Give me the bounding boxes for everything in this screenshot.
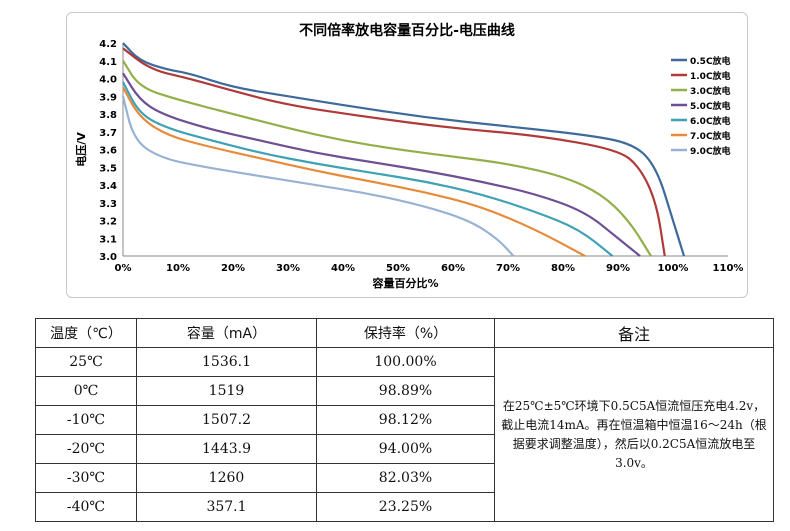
x-tick-label: 90% — [606, 263, 630, 274]
cell-retention: 94.00% — [316, 434, 495, 464]
series-line-5 — [122, 86, 586, 257]
cell-temp: -10℃ — [35, 405, 137, 435]
y-tick-label: 4.2 — [99, 39, 117, 50]
y-tick-label: 3.2 — [99, 217, 117, 228]
legend-label-5: 7.0C放电 — [690, 130, 731, 142]
cell-retention: 98.89% — [316, 376, 495, 406]
legend-label-3: 5.0C放电 — [690, 100, 731, 112]
x-tick-label: 0% — [115, 263, 132, 274]
chart-svg: 不同倍率放电容量百分比-电压曲线 3.0 3.1 3.2 3.3 3.4 3.5 3.6 3.7… — [74, 22, 744, 290]
cell-capacity: 1260 — [136, 463, 317, 493]
cell-capacity: 1519 — [136, 376, 317, 406]
x-tick-label: 40% — [331, 263, 355, 274]
table-row: -20℃ 1443.9 94.00% — [35, 434, 774, 464]
y-tick-label: 4.0 — [99, 75, 117, 86]
cell-retention: 23.25% — [316, 492, 495, 522]
x-tick-label: 60% — [441, 263, 465, 274]
x-tick-label: 50% — [386, 263, 410, 274]
legend-label-4: 6.0C放电 — [690, 115, 731, 127]
cell-capacity: 1507.2 — [136, 405, 317, 435]
x-tick-label: 30% — [276, 263, 300, 274]
x-tick-label: 20% — [221, 263, 245, 274]
cell-retention: 82.03% — [316, 463, 495, 493]
y-tick-label: 3.3 — [99, 199, 117, 210]
table-row: -30℃ 1260 82.03% — [35, 463, 774, 493]
y-tick-label: 3.1 — [99, 234, 117, 245]
note-cell: 在25℃±5℃环境下0.5C5A恒流恒压充电4.2v，截止电流14mA。再在恒温… — [494, 347, 774, 522]
table-row: 25℃ 1536.1 100.00% 在25℃±5℃环境下0.5C5A恒流恒压充电4… — [35, 347, 774, 522]
table-header-row: 温度（℃） 容量（mA） 保持率（%） 备注 — [35, 318, 774, 348]
series-line-2 — [122, 60, 652, 257]
x-tick-label: 100% — [658, 263, 689, 274]
chart-title: 不同倍率放电容量百分比-电压曲线 — [299, 22, 515, 39]
y-tick-label: 3.9 — [99, 92, 117, 103]
header-temp: 温度（℃） — [35, 318, 137, 348]
cell-temp: -30℃ — [35, 463, 137, 493]
cell-retention: 100.00% — [316, 347, 495, 377]
legend-label-0: 0.5C放电 — [690, 55, 731, 67]
series-line-4 — [122, 81, 614, 257]
cell-capacity: 1536.1 — [136, 347, 317, 377]
y-tick-label: 3.6 — [99, 146, 117, 157]
cell-capacity: 357.1 — [136, 492, 317, 522]
discharge-chart: 不同倍率放电容量百分比-电压曲线 3.0 3.1 3.2 3.3 3.4 3.5 3.6 3.7… — [66, 12, 748, 298]
series-line-3 — [122, 72, 641, 257]
series-line-1 — [122, 47, 666, 257]
cell-temp: 25℃ — [35, 347, 137, 377]
y-tick-label: 3.4 — [99, 181, 117, 192]
x-axis-label: 容量百分比% — [371, 276, 438, 290]
capacity-table: 温度（℃） 容量（mA） 保持率（%） 备注 25℃ 1536.1 100.00% … — [35, 318, 774, 522]
y-tick-label: 3.0 — [99, 252, 117, 263]
y-tick-label: 3.5 — [99, 163, 117, 174]
header-retention: 保持率（%） — [316, 318, 495, 348]
cell-capacity: 1443.9 — [136, 434, 317, 464]
series-line-6 — [121, 95, 515, 257]
x-tick-label: 70% — [496, 263, 520, 274]
cell-retention: 98.12% — [316, 405, 495, 435]
y-tick-label: 4.1 — [99, 57, 117, 68]
x-tick-label: 110% — [713, 263, 744, 274]
x-tick-label: 80% — [551, 263, 575, 274]
header-capacity: 容量（mA） — [136, 318, 317, 348]
table-row: -40℃ 357.1 23.25% — [35, 492, 774, 522]
cell-temp: -20℃ — [35, 434, 137, 464]
legend-label-6: 9.0C放电 — [690, 145, 731, 157]
y-tick-label: 3.7 — [99, 128, 117, 139]
cell-temp: 0℃ — [35, 376, 137, 406]
legend-label-1: 1.0C放电 — [690, 70, 731, 82]
y-axis-label: 电压/V — [74, 132, 88, 167]
header-note: 备注 — [494, 318, 774, 348]
legend-label-2: 3.0C放电 — [690, 85, 731, 97]
x-tick-label: 10% — [166, 263, 190, 274]
cell-temp: -40℃ — [35, 492, 137, 522]
y-tick-label: 3.8 — [99, 110, 117, 121]
series-line-0 — [122, 42, 686, 257]
